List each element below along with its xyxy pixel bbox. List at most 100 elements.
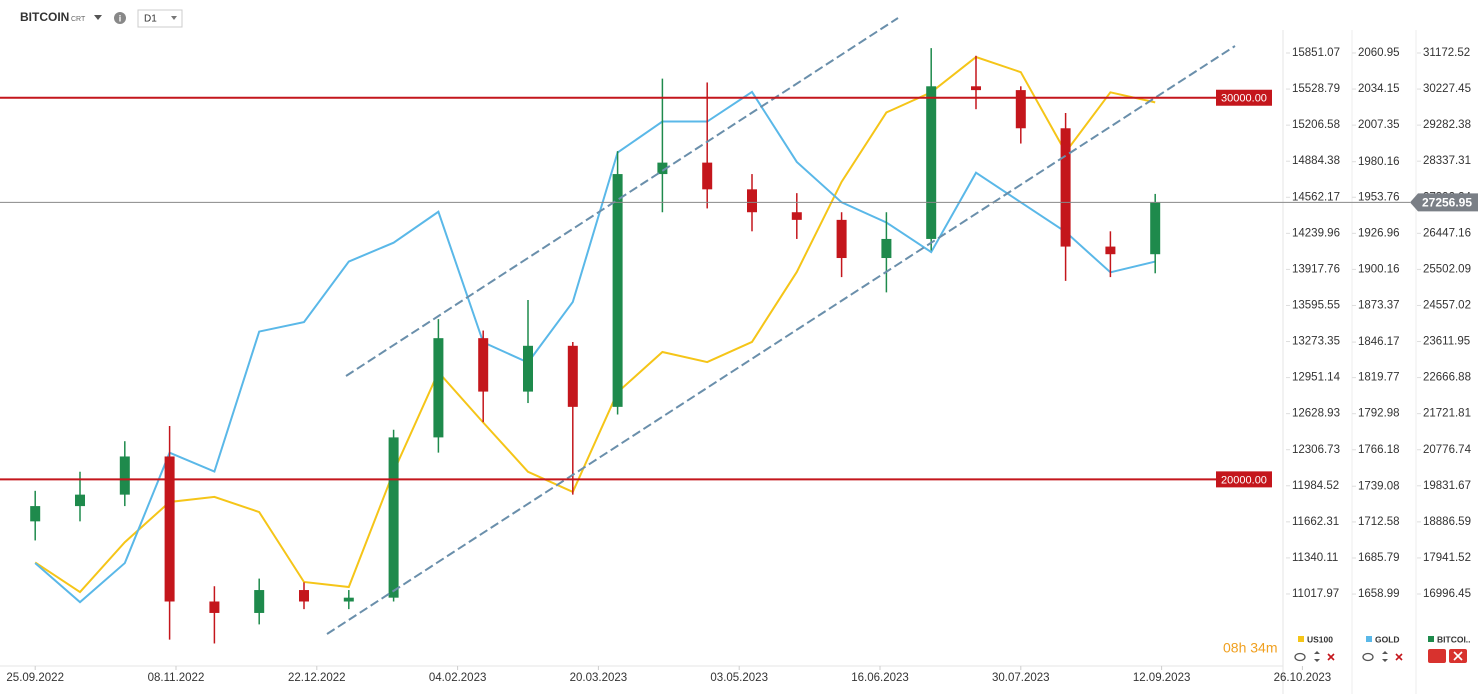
y-tick-label: 13273.35 xyxy=(1292,336,1340,348)
candle-body xyxy=(299,590,309,602)
interval: D1 xyxy=(144,14,157,25)
candle-body xyxy=(1060,128,1071,247)
settings-button[interactable] xyxy=(1428,649,1446,663)
y-tick-label: 12306.73 xyxy=(1292,444,1340,456)
legend-label: GOLD xyxy=(1375,634,1400,644)
x-tick-label: 04.02.2023 xyxy=(429,672,487,684)
legend-swatch xyxy=(1428,636,1434,642)
info-icon-glyph: i xyxy=(119,13,122,23)
y-tick-label: 24557.02 xyxy=(1423,299,1471,311)
level-label: 20000.00 xyxy=(1221,474,1267,486)
y-tick-label: 2034.15 xyxy=(1358,83,1400,95)
y-tick-label: 1712.58 xyxy=(1358,516,1400,528)
x-tick-label: 08.11.2022 xyxy=(148,672,205,684)
y-tick-label: 1846.17 xyxy=(1358,336,1400,348)
y-tick-label: 1926.96 xyxy=(1358,227,1400,239)
y-tick-label: 1819.77 xyxy=(1358,372,1400,384)
symbol-badge: CRT xyxy=(71,16,86,23)
candle-body xyxy=(702,162,713,190)
symbol: BITCOIN xyxy=(20,10,69,24)
legend-swatch xyxy=(1366,636,1372,642)
candle-body xyxy=(971,86,981,91)
x-tick-label: 30.07.2023 xyxy=(992,672,1050,684)
visibility-toggle[interactable] xyxy=(1294,652,1306,662)
legend: US100 GOLD BITCOI.. xyxy=(1294,634,1471,663)
symbol-dropdown[interactable] xyxy=(94,15,102,20)
y-tick-label: 26447.16 xyxy=(1423,227,1471,239)
candle-body xyxy=(30,506,41,522)
y-tick-label: 2007.35 xyxy=(1358,119,1400,131)
y-tick-label: 16996.45 xyxy=(1423,588,1471,600)
interval-dropdown xyxy=(171,16,177,20)
y-tick-label: 15851.07 xyxy=(1292,47,1340,59)
channel-line xyxy=(345,17,899,377)
candle-body xyxy=(388,437,399,598)
legend-label: US100 xyxy=(1307,634,1333,644)
candle-body xyxy=(164,456,175,602)
legend-swatch xyxy=(1298,636,1304,642)
x-tick-label: 26.10.2023 xyxy=(1274,672,1332,684)
y-tick-label: 14562.17 xyxy=(1292,191,1340,203)
y-tick-label: 14884.38 xyxy=(1292,155,1340,167)
reorder-button[interactable] xyxy=(1382,651,1388,662)
candle-body xyxy=(791,212,802,220)
candle-body xyxy=(343,597,354,602)
x-tick-label: 12.09.2023 xyxy=(1133,672,1191,684)
candle-body xyxy=(747,189,757,213)
y-tick-label: 28337.31 xyxy=(1423,155,1471,167)
reorder-button[interactable] xyxy=(1314,651,1320,662)
candle-body xyxy=(657,162,668,175)
candle-body xyxy=(836,219,847,259)
y-tick-label: 21721.81 xyxy=(1423,408,1471,420)
visibility-toggle[interactable] xyxy=(1362,652,1374,662)
y-tick-label: 23611.95 xyxy=(1423,336,1470,348)
x-tick-label: 22.12.2022 xyxy=(288,672,346,684)
remove-button[interactable] xyxy=(1395,653,1403,661)
candle-body xyxy=(1150,202,1161,255)
y-tick-label: 1873.37 xyxy=(1358,300,1400,312)
y-tick-label: 11662.31 xyxy=(1292,516,1339,528)
candle-body xyxy=(881,238,892,259)
y-tick-label: 1685.79 xyxy=(1358,552,1400,564)
y-tick-label: 2060.95 xyxy=(1358,47,1400,59)
candle-body xyxy=(254,590,265,613)
y-tick-label: 12628.93 xyxy=(1292,408,1340,420)
y-tick-label: 1739.08 xyxy=(1358,480,1400,492)
candle-body xyxy=(75,494,85,507)
current-price-box xyxy=(1410,193,1478,212)
level-label: 30000.00 xyxy=(1221,93,1267,105)
candle-body xyxy=(119,456,130,495)
y-tick-label: 19831.67 xyxy=(1423,480,1471,492)
remove-button[interactable] xyxy=(1327,653,1335,661)
interval-select[interactable] xyxy=(137,9,183,28)
level-label-box xyxy=(1216,89,1272,106)
current-price-label: 27256.95 xyxy=(1422,196,1472,210)
candle-body xyxy=(926,86,937,239)
candle-body xyxy=(478,338,489,392)
y-tick-label: 1766.18 xyxy=(1358,444,1400,456)
y-tick-label: 13917.76 xyxy=(1292,263,1340,275)
y-tick-label: 1980.16 xyxy=(1358,156,1400,168)
y-tick-label: 12951.14 xyxy=(1292,372,1341,384)
y-tick-label: 25502.09 xyxy=(1423,263,1471,275)
y-tick-label: 22666.88 xyxy=(1423,372,1471,384)
overlay: 15851.07 15528.79 15206.58 14884.38 14562.17… xyxy=(0,47,1478,684)
channel-line xyxy=(326,45,1236,635)
y-tick-label: 14239.96 xyxy=(1292,227,1340,239)
candle-body xyxy=(1105,246,1116,255)
y-tick-label: 13595.55 xyxy=(1292,299,1340,311)
candle-body xyxy=(209,601,220,613)
remove-glyph xyxy=(1453,651,1463,661)
y-tick-label: 11340.11 xyxy=(1292,552,1338,564)
y-tick-label: 11984.52 xyxy=(1292,480,1339,492)
x-tick-label: 16.06.2023 xyxy=(851,672,909,684)
info-icon[interactable] xyxy=(114,12,126,24)
candle-body xyxy=(567,345,578,407)
y-tick-label: 18886.59 xyxy=(1423,516,1471,528)
x-tick-label: 20.03.2023 xyxy=(570,672,628,684)
countdown: 08h 34m xyxy=(1223,640,1277,656)
level-label-box xyxy=(1216,471,1272,488)
x-tick-label: 03.05.2023 xyxy=(710,672,768,684)
